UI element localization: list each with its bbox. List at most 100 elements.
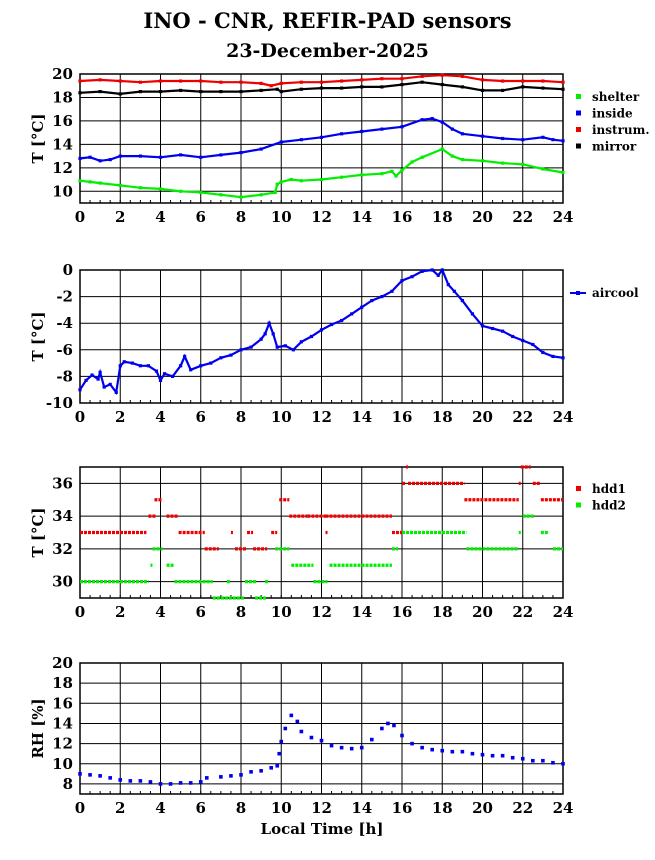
data-point	[273, 190, 277, 195]
x-tick-label: 2	[115, 603, 125, 621]
data-point	[541, 350, 545, 355]
data-point	[360, 305, 364, 309]
data-point	[259, 88, 263, 93]
data-point	[267, 321, 271, 325]
data-point	[269, 84, 273, 88]
data-point	[114, 390, 118, 394]
data-point	[380, 85, 384, 89]
data-point	[199, 89, 203, 94]
data-point	[179, 189, 183, 193]
x-tick-label: 4	[155, 408, 165, 426]
data-point	[501, 79, 505, 83]
data-point	[360, 129, 364, 134]
data-point	[551, 354, 555, 359]
series-line-mirror	[79, 81, 564, 96]
data-point	[370, 298, 374, 303]
data-point	[450, 127, 454, 131]
data-point	[551, 138, 555, 142]
data-point	[329, 743, 334, 748]
y-tick-label: 20	[52, 654, 73, 672]
x-tick-label: 24	[553, 208, 574, 226]
data-point	[400, 733, 404, 738]
x-tick-label: 6	[196, 799, 206, 817]
x-tick-label: 12	[311, 408, 332, 426]
data-point	[329, 322, 334, 327]
data-point	[178, 781, 183, 785]
x-tick-label: 22	[512, 208, 533, 226]
chart-title: INO - CNR, REFIR-PAD sensors	[143, 8, 512, 33]
data-point	[78, 179, 82, 183]
data-point	[400, 279, 404, 283]
data-point	[490, 326, 495, 331]
data-point	[204, 776, 209, 780]
data-point	[170, 374, 175, 378]
data-point	[98, 78, 102, 82]
chart-date: 23-December-2025	[226, 40, 429, 62]
data-point	[501, 136, 505, 141]
y-tick-label: 32	[52, 540, 73, 558]
data-point	[299, 138, 303, 142]
data-point	[450, 154, 454, 158]
x-tick-label: 20	[472, 799, 493, 817]
data-point	[229, 774, 233, 778]
data-point	[98, 89, 102, 94]
data-point	[279, 89, 283, 94]
data-point	[291, 348, 295, 352]
data-point	[183, 354, 187, 359]
data-point	[440, 268, 444, 272]
data-point	[400, 168, 404, 172]
y-tick-label: 14	[52, 135, 73, 153]
data-point	[179, 153, 183, 157]
data-point	[108, 158, 112, 162]
data-point	[470, 751, 475, 756]
data-point	[259, 147, 263, 151]
x-tick-label: 10	[271, 799, 292, 817]
y-tick-label: -6	[56, 341, 73, 359]
data-point	[158, 155, 163, 159]
data-point	[480, 159, 485, 163]
y-tick-label: -4	[56, 314, 73, 332]
x-tick-label: 20	[472, 408, 493, 426]
data-point	[249, 345, 253, 349]
legend-marker-aircool	[576, 291, 580, 295]
y-tick-label: 36	[52, 474, 73, 492]
data-point	[420, 118, 424, 122]
data-point	[309, 735, 314, 740]
data-point	[179, 364, 183, 368]
data-point	[400, 125, 404, 129]
data-point	[551, 760, 555, 765]
legend-marker-inside	[576, 110, 581, 116]
data-point	[521, 79, 525, 83]
data-point	[460, 298, 464, 303]
data-point	[158, 89, 163, 94]
data-point	[319, 86, 324, 90]
data-point	[420, 155, 424, 159]
data-point	[259, 81, 263, 85]
data-point	[259, 193, 263, 197]
data-point	[446, 283, 450, 287]
data-point	[158, 79, 163, 83]
data-point	[561, 761, 565, 766]
data-point	[98, 370, 102, 375]
data-point	[511, 334, 515, 339]
data-point	[430, 747, 434, 752]
data-point	[561, 139, 565, 143]
data-point	[154, 369, 159, 373]
data-point	[239, 195, 243, 199]
series-line-instrum	[79, 74, 564, 87]
x-tick-label: 22	[512, 799, 533, 817]
x-tick-label: 6	[196, 603, 206, 621]
data-point	[541, 135, 545, 139]
data-point	[168, 782, 173, 786]
data-point	[460, 749, 465, 754]
data-point	[130, 361, 134, 365]
x-tick-label: 4	[155, 208, 165, 226]
data-point	[410, 741, 414, 746]
data-point	[108, 382, 112, 386]
y-axis-label: T [°C]	[29, 311, 47, 361]
data-point	[480, 324, 485, 328]
y-tick-label: 16	[52, 694, 73, 712]
data-point	[480, 752, 485, 757]
data-point	[521, 338, 525, 343]
data-point	[118, 79, 122, 83]
